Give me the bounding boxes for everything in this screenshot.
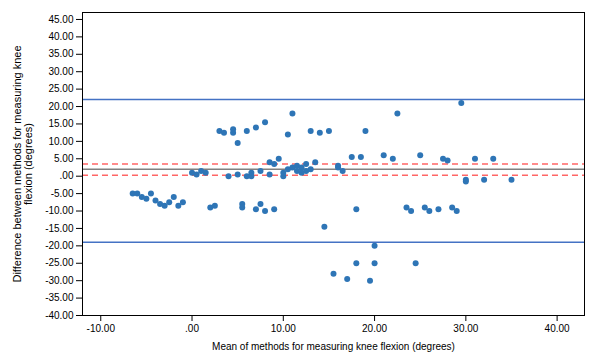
- svg-text:25.00: 25.00: [48, 83, 73, 94]
- svg-text:.00: .00: [60, 170, 74, 181]
- svg-text:-5.00: -5.00: [51, 188, 74, 199]
- svg-text:15.00: 15.00: [48, 118, 73, 129]
- svg-text:-40.00: -40.00: [45, 310, 74, 321]
- svg-text:30.00: 30.00: [453, 323, 478, 334]
- svg-text:Mean of methods for measuring: Mean of methods for measuring knee flexi…: [212, 341, 455, 352]
- svg-text:5.00: 5.00: [54, 153, 74, 164]
- svg-text:40.00: 40.00: [48, 31, 73, 42]
- svg-text:-10.00: -10.00: [45, 205, 74, 216]
- svg-text:-35.00: -35.00: [45, 292, 74, 303]
- svg-text:.00: .00: [185, 323, 199, 334]
- svg-text:45.00: 45.00: [48, 14, 73, 25]
- svg-text:40.00: 40.00: [545, 323, 570, 334]
- svg-text:-30.00: -30.00: [45, 275, 74, 286]
- svg-text:Difference between methods for: Difference between methods for measuring…: [11, 45, 34, 282]
- svg-text:-10.00: -10.00: [87, 323, 116, 334]
- svg-text:10.00: 10.00: [48, 136, 73, 147]
- svg-text:35.00: 35.00: [48, 48, 73, 59]
- svg-text:-25.00: -25.00: [45, 257, 74, 268]
- svg-text:20.00: 20.00: [48, 101, 73, 112]
- svg-text:20.00: 20.00: [362, 323, 387, 334]
- svg-text:30.00: 30.00: [48, 66, 73, 77]
- svg-text:-15.00: -15.00: [45, 223, 74, 234]
- svg-text:-20.00: -20.00: [45, 240, 74, 251]
- svg-text:10.00: 10.00: [271, 323, 296, 334]
